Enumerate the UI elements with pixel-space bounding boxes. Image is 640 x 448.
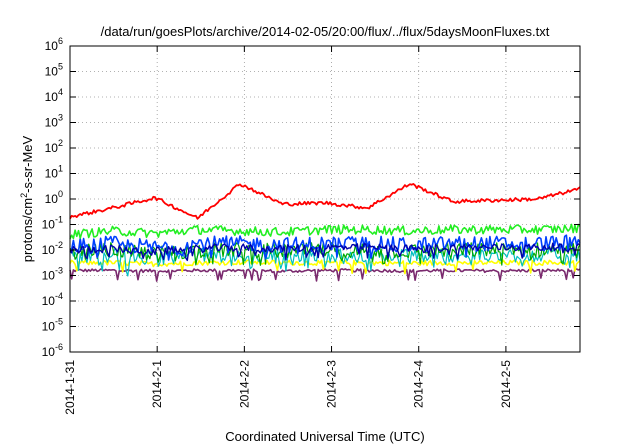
y-tick-label: 106 [45,36,63,53]
y-tick-label: 103 [45,113,63,130]
y-tick-label: 104 [45,87,63,104]
series-line [69,268,581,282]
x-axis-label: Coordinated Universal Time (UTC) [225,429,424,444]
y-axis-label-post: -s-sr-MeV [20,135,35,192]
y-axis-label-sup: 2 [19,193,29,198]
y-tick-label: 101 [45,164,63,181]
series-line [69,223,581,240]
series-line [69,242,581,262]
x-axis-ticks: 2014-1-31 2014-2-1 2014-2-2 2014-2-3 2014-2-… [63,46,513,415]
y-tick-label: 10-2 [42,240,63,257]
grid-lines [70,46,580,352]
y-tick-label: 102 [45,138,63,155]
x-tick-label: 2014-2-4 [412,360,426,408]
x-tick-label: 2014-2-3 [325,360,339,408]
y-axis-ticks: 106 105 104 103 102 101 100 10-1 10-2 10-3 10-4 10-… [42,36,580,359]
y-tick-label: 105 [45,62,63,79]
y-tick-label: 10-5 [42,317,63,334]
x-tick-label: 2014-2-1 [150,360,164,408]
y-tick-label: 10-3 [42,266,63,283]
x-tick-label: 2014-2-5 [499,360,513,408]
y-tick-label: 10-1 [42,215,63,232]
y-tick-label: 100 [45,189,63,206]
x-tick-label: 2014-2-2 [237,360,251,408]
data-series [69,183,581,282]
y-tick-label: 10-6 [42,342,63,359]
y-axis-label-pre: protons/cm [20,198,35,262]
y-tick-label: 10-4 [42,291,63,308]
series-line [69,242,581,266]
y-axis-label: protons/cm2-s-sr-MeV [19,135,35,262]
series-line [69,183,581,220]
x-tick-label: 2014-1-31 [63,360,77,415]
chart-title: /data/run/goesPlots/archive/2014-02-05/2… [101,24,550,39]
